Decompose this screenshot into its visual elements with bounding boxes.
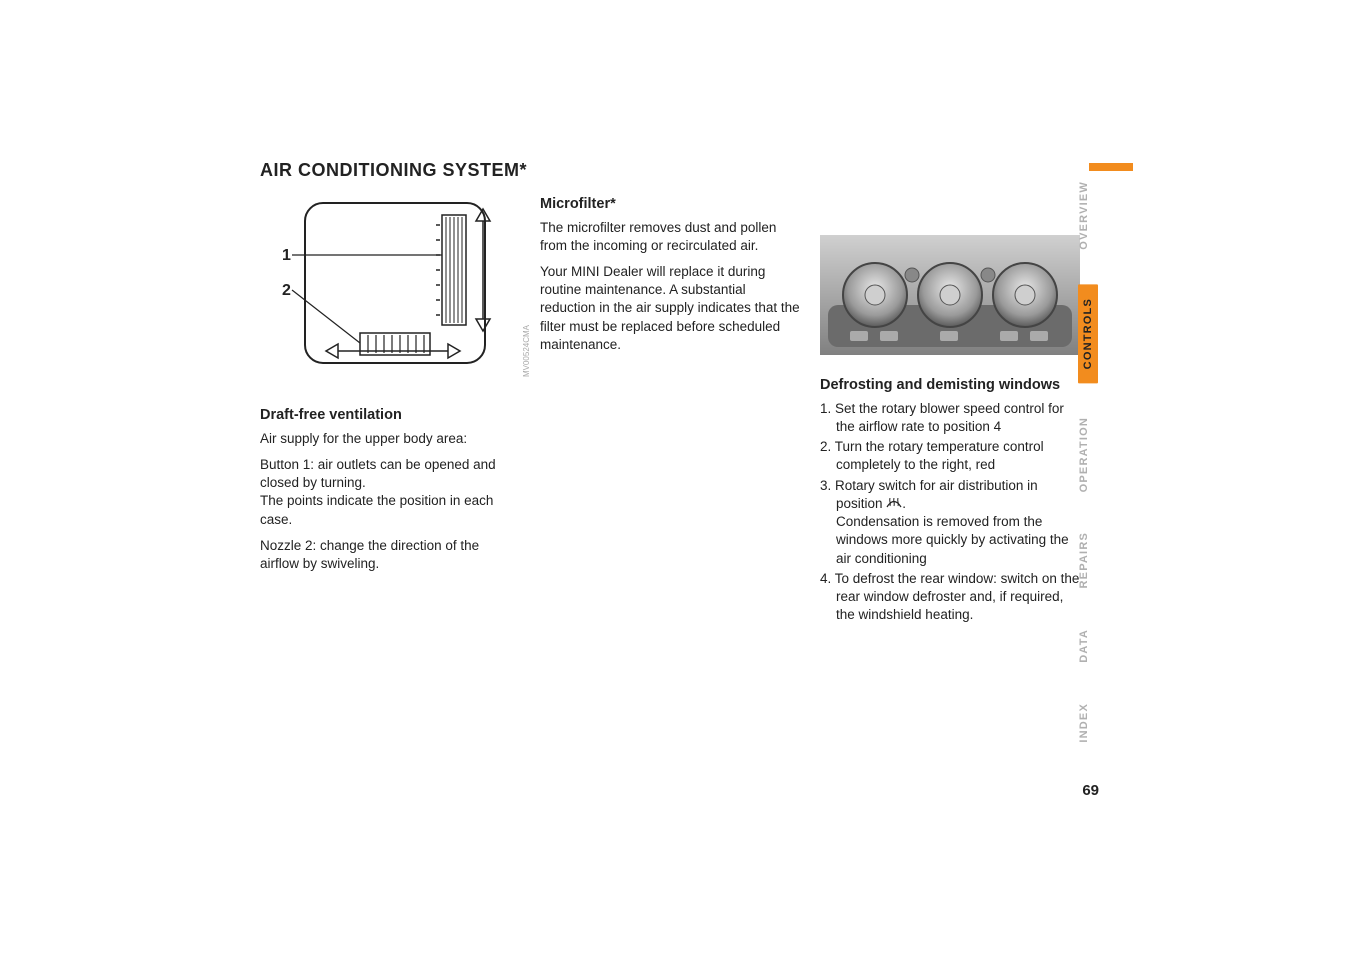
page-number: 69 [1082,782,1099,799]
dashboard-photo [820,235,1080,355]
tab-index[interactable]: INDEX [1078,697,1090,749]
defrost-steps: 1. Set the rotary blower speed control f… [820,400,1080,625]
li3-num: 3. [820,478,831,493]
defrost-step-3: 3. Rotary switch for air distribution in… [820,477,1080,568]
vent-label-1: 1 [282,247,291,264]
col1-p3-text: The points indicate the position in each… [260,493,493,526]
microfilter-heading: Microfilter* [540,195,800,215]
draft-free-heading: Draft-free ventilation [260,406,520,426]
vent-diagram: 1 2 [260,195,520,385]
figure1-caption: MV00524CMA [522,325,533,377]
col2-p2: Your MINI Dealer will replace it during … [540,263,800,354]
col2-p1: The microfilter removes dust and pollen … [540,219,800,255]
column-2: Microfilter* The microfilter removes dus… [540,195,800,626]
defrost-windshield-icon [886,498,902,510]
defrost-step-4: 4. To defrost the rear window: switch on… [820,570,1080,625]
page-title: AIR CONDITIONING SYSTEM* [260,160,1090,181]
header-accent-bar-large [1089,163,1133,171]
defrost-step-2: 2. Turn the rotary temperature control c… [820,438,1080,474]
li1-text: Set the rotary blower speed control for … [835,401,1064,434]
content-columns: 1 2 MV00524CMA Draft-free ventilation Ai… [260,195,1090,626]
col1-p4: Nozzle 2: change the direction of the ai… [260,537,520,573]
side-tabs: OVERVIEW CONTROLS OPERATION REPAIRS DATA… [1078,175,1106,776]
li2-text: Turn the rotary temperature control comp… [835,439,1044,472]
page-content: AIR CONDITIONING SYSTEM* [260,160,1090,626]
defrost-step-1: 1. Set the rotary blower speed control f… [820,400,1080,436]
tab-repairs[interactable]: REPAIRS [1078,526,1090,594]
col1-p2-p3: Button 1: air outlets can be opened and … [260,456,520,529]
tab-operation[interactable]: OPERATION [1078,411,1090,498]
li3a-text: Rotary switch for air distribution in po… [835,478,1038,511]
li3b-text: . [902,496,906,511]
tab-overview[interactable]: OVERVIEW [1078,175,1090,256]
li4-num: 4. [820,571,831,586]
vent-label-2: 2 [282,282,291,299]
col1-p2-text: Button 1: air outlets can be opened and … [260,457,496,490]
column-1: 1 2 MV00524CMA Draft-free ventilation Ai… [260,195,520,626]
tab-controls[interactable]: CONTROLS [1078,284,1098,383]
li1-num: 1. [820,401,831,416]
li2-num: 2. [820,439,831,454]
defrost-heading: Defrosting and demisting windows [820,376,1080,396]
li4-text: To defrost the rear window: switch on th… [835,571,1080,622]
li3c-text: Condensation is removed from the windows… [836,514,1069,565]
tab-data[interactable]: DATA [1078,623,1090,669]
column-3: MV00530CMA Defrosting and demisting wind… [820,195,1080,626]
col1-p1: Air supply for the upper body area: [260,430,520,448]
